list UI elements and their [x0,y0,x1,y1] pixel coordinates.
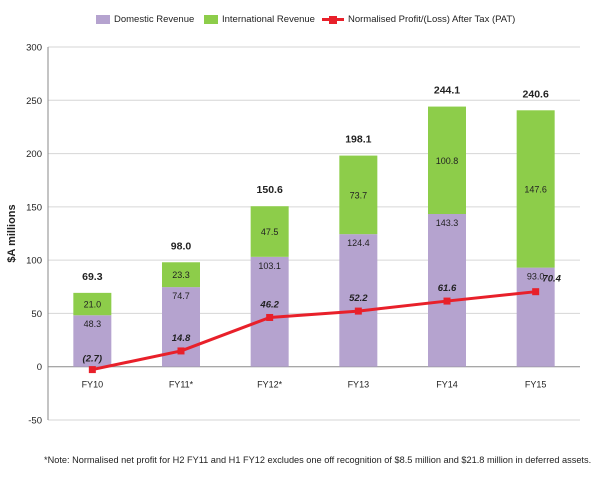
y-tick-label: -50 [28,416,42,427]
y-tick-label: 250 [26,96,42,107]
legend-swatch-international [204,15,218,24]
legend-swatch-domestic [96,15,110,24]
bar-international [73,292,112,316]
label-international: 21.0 [84,300,102,310]
legend-item-international: International Revenue [204,14,315,25]
y-tick-label: 0 [37,362,42,373]
y-tick-label: 100 [26,256,42,267]
label-domestic: 74.7 [172,291,190,301]
y-tick-label: 50 [31,309,42,320]
label-pat: 70.4 [542,274,561,285]
label-total: 98.0 [171,240,192,252]
label-international: 23.3 [172,270,190,280]
bar-international [339,155,378,235]
label-total: 240.6 [523,88,549,100]
label-pat: 46.2 [259,299,279,310]
legend-item-domestic: Domestic Revenue [96,14,194,25]
point-pat [443,297,451,305]
y-tick-label: 150 [26,202,42,213]
bar-international [250,206,289,257]
label-international: 73.7 [350,190,368,200]
x-tick-label: FY12* [257,380,283,390]
legend-label-pat: Normalised Profit/(Loss) After Tax (PAT) [348,14,516,25]
label-domestic: 93.0 [527,272,545,282]
label-international: 100.8 [436,156,459,166]
label-international: 147.6 [524,184,547,194]
point-pat [266,313,274,321]
x-tick-label: FY15 [525,380,547,390]
point-pat [177,347,185,355]
legend: Domestic Revenue International Revenue N… [0,14,600,28]
legend-label-international: International Revenue [222,14,315,25]
label-total: 150.6 [257,184,283,196]
label-total: 198.1 [345,134,371,146]
bar-domestic [428,213,466,367]
label-total: 244.1 [434,85,460,97]
bar-international [162,262,200,288]
label-international: 47.5 [261,227,279,237]
x-tick-label: FY11* [169,380,194,390]
line-pat [92,290,536,372]
point-pat [532,288,540,296]
y-tick-label: 200 [26,149,42,160]
label-pat: 61.6 [438,283,457,294]
x-tick-label: FY14 [436,380,458,390]
legend-label-domestic: Domestic Revenue [114,14,195,25]
label-domestic: 143.3 [436,218,459,228]
legend-item-pat: Normalised Profit/(Loss) After Tax (PAT) [322,14,515,25]
label-domestic: 124.4 [347,238,370,248]
y-axis-title: $A millions [6,204,18,262]
label-domestic: 103.1 [258,261,281,271]
label-pat: 14.8 [172,333,191,344]
bar-international [516,110,555,268]
label-pat: (2.7) [83,354,103,365]
bar-domestic [73,315,112,367]
point-pat [354,307,362,315]
point-pat [88,366,96,374]
footnote: *Note: Normalised net profit for H2 FY11… [44,455,592,465]
label-pat: 52.2 [349,293,368,304]
label-domestic: 48.3 [84,319,102,329]
bar-international [428,106,466,214]
bar-domestic [339,234,378,367]
x-tick-label: FY13 [348,380,370,390]
bar-domestic [516,267,555,367]
x-tick-label: FY10 [82,380,104,390]
label-total: 69.3 [82,271,103,283]
y-tick-label: 300 [26,43,42,54]
bar-domestic [250,256,289,367]
legend-line-pat [322,15,344,24]
